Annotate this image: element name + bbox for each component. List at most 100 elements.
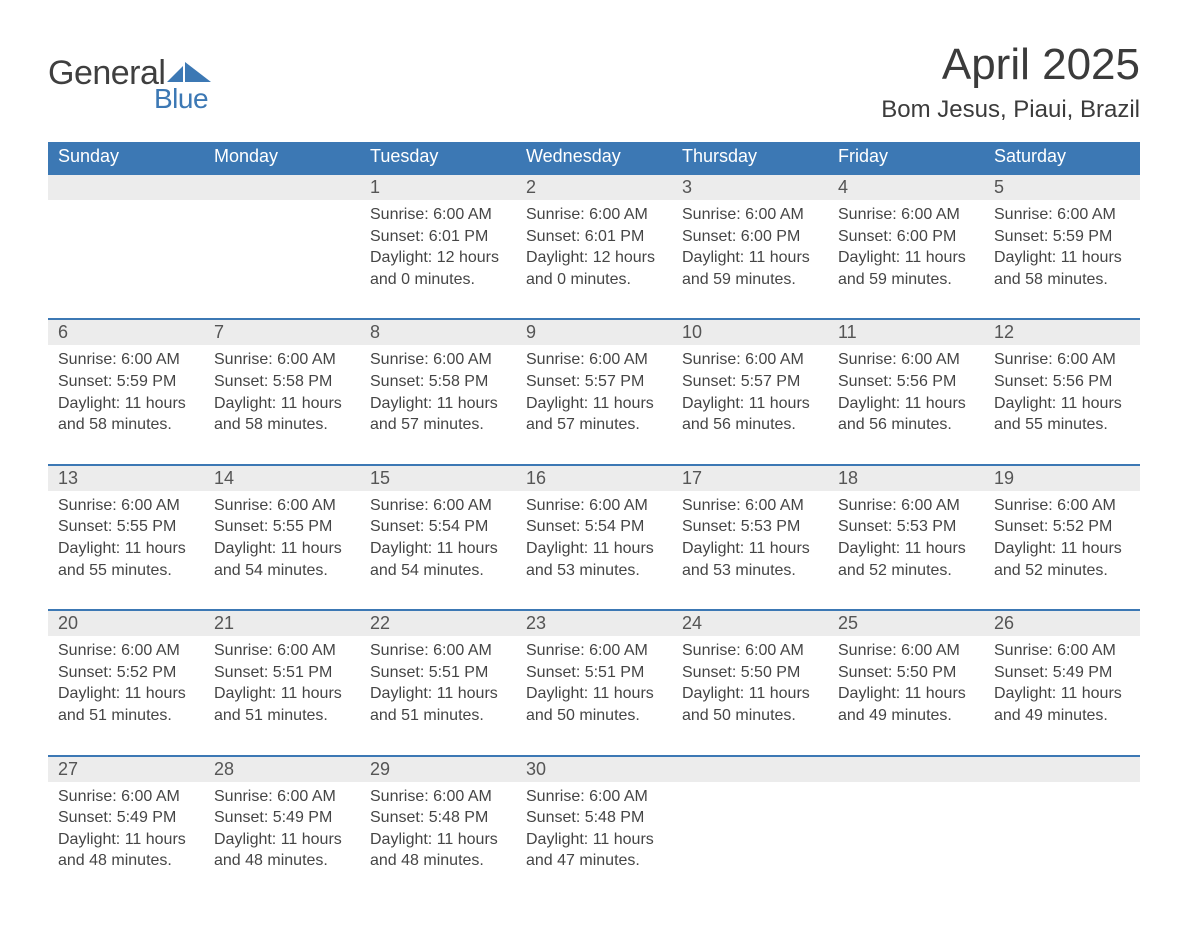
day-number-cell: 20 [48,610,204,636]
day-sunrise: Sunrise: 6:00 AM [214,495,350,517]
day-sunrise: Sunrise: 6:00 AM [682,640,818,662]
day-number-cell: 6 [48,319,204,345]
logo-text-general: General [48,54,165,93]
day-number-cell [48,174,204,200]
day-detail-cell: Sunrise: 6:00 AMSunset: 6:00 PMDaylight:… [828,200,984,319]
day-number-cell: 1 [360,174,516,200]
day-detail-cell: Sunrise: 6:00 AMSunset: 5:53 PMDaylight:… [672,491,828,610]
day-sunrise: Sunrise: 6:00 AM [682,495,818,517]
day-dl1: Daylight: 11 hours [682,683,818,705]
day-dl2: and 57 minutes. [526,414,662,436]
day-sunrise: Sunrise: 6:00 AM [214,349,350,371]
day-number-cell: 26 [984,610,1140,636]
day-dl2: and 57 minutes. [370,414,506,436]
day-detail-cell: Sunrise: 6:00 AMSunset: 5:54 PMDaylight:… [516,491,672,610]
day-sunset: Sunset: 5:50 PM [682,662,818,684]
day-sunrise: Sunrise: 6:00 AM [370,495,506,517]
day-detail-cell: Sunrise: 6:00 AMSunset: 5:58 PMDaylight:… [204,345,360,464]
day-detail-cell: Sunrise: 6:00 AMSunset: 5:50 PMDaylight:… [828,636,984,755]
day-number-cell: 17 [672,465,828,491]
day-sunset: Sunset: 5:54 PM [370,516,506,538]
week-detail-row: Sunrise: 6:00 AMSunset: 5:55 PMDaylight:… [48,491,1140,610]
day-sunset: Sunset: 6:01 PM [370,226,506,248]
day-detail-cell: Sunrise: 6:00 AMSunset: 5:54 PMDaylight:… [360,491,516,610]
day-dl1: Daylight: 11 hours [838,538,974,560]
logo-text-blue: Blue [154,83,208,115]
day-dl1: Daylight: 11 hours [214,538,350,560]
location-subtitle: Bom Jesus, Piaui, Brazil [881,96,1140,124]
day-detail-cell: Sunrise: 6:00 AMSunset: 5:51 PMDaylight:… [204,636,360,755]
day-dl2: and 56 minutes. [682,414,818,436]
day-sunset: Sunset: 5:59 PM [58,371,194,393]
day-dl1: Daylight: 11 hours [370,538,506,560]
day-dl2: and 52 minutes. [994,560,1130,582]
day-sunset: Sunset: 5:58 PM [214,371,350,393]
day-sunset: Sunset: 5:54 PM [526,516,662,538]
day-number-cell: 16 [516,465,672,491]
day-sunrise: Sunrise: 6:00 AM [58,640,194,662]
day-dl1: Daylight: 11 hours [994,393,1130,415]
day-detail-cell [672,782,828,900]
day-number-cell: 24 [672,610,828,636]
day-number-cell: 23 [516,610,672,636]
day-sunset: Sunset: 5:51 PM [370,662,506,684]
day-number-cell: 25 [828,610,984,636]
week-detail-row: Sunrise: 6:00 AMSunset: 5:49 PMDaylight:… [48,782,1140,900]
calendar-table: Sunday Monday Tuesday Wednesday Thursday… [48,142,1140,900]
day-detail-cell: Sunrise: 6:00 AMSunset: 5:51 PMDaylight:… [360,636,516,755]
day-sunrise: Sunrise: 6:00 AM [994,349,1130,371]
day-header: Thursday [672,142,828,174]
day-dl1: Daylight: 11 hours [838,393,974,415]
day-detail-cell: Sunrise: 6:00 AMSunset: 6:00 PMDaylight:… [672,200,828,319]
day-sunrise: Sunrise: 6:00 AM [526,349,662,371]
day-header: Saturday [984,142,1140,174]
day-sunrise: Sunrise: 6:00 AM [58,349,194,371]
day-detail-cell: Sunrise: 6:00 AMSunset: 5:48 PMDaylight:… [360,782,516,900]
day-dl2: and 53 minutes. [526,560,662,582]
day-dl1: Daylight: 11 hours [682,538,818,560]
day-dl2: and 0 minutes. [370,269,506,291]
day-header-row: Sunday Monday Tuesday Wednesday Thursday… [48,142,1140,174]
day-sunrise: Sunrise: 6:00 AM [214,640,350,662]
day-detail-cell: Sunrise: 6:00 AMSunset: 5:57 PMDaylight:… [672,345,828,464]
day-dl1: Daylight: 11 hours [682,247,818,269]
day-sunrise: Sunrise: 6:00 AM [370,204,506,226]
day-detail-cell: Sunrise: 6:00 AMSunset: 5:52 PMDaylight:… [984,491,1140,610]
day-dl1: Daylight: 11 hours [526,393,662,415]
day-dl2: and 50 minutes. [526,705,662,727]
day-dl1: Daylight: 11 hours [994,538,1130,560]
day-dl1: Daylight: 11 hours [214,829,350,851]
day-dl1: Daylight: 11 hours [370,393,506,415]
day-number-cell: 27 [48,756,204,782]
week-number-row: 12345 [48,174,1140,200]
day-sunset: Sunset: 5:55 PM [58,516,194,538]
day-sunset: Sunset: 5:52 PM [994,516,1130,538]
day-dl2: and 58 minutes. [994,269,1130,291]
day-detail-cell: Sunrise: 6:00 AMSunset: 5:58 PMDaylight:… [360,345,516,464]
day-sunrise: Sunrise: 6:00 AM [370,640,506,662]
day-sunrise: Sunrise: 6:00 AM [58,495,194,517]
day-detail-cell: Sunrise: 6:00 AMSunset: 5:49 PMDaylight:… [984,636,1140,755]
day-detail-cell [204,200,360,319]
day-sunset: Sunset: 5:49 PM [994,662,1130,684]
header-block: General Blue April 2025 Bom Jesus, Piaui… [48,40,1140,124]
title-block: April 2025 Bom Jesus, Piaui, Brazil [881,40,1140,124]
week-number-row: 27282930 [48,756,1140,782]
day-sunrise: Sunrise: 6:00 AM [526,640,662,662]
day-sunset: Sunset: 5:48 PM [370,807,506,829]
day-number-cell: 30 [516,756,672,782]
day-detail-cell: Sunrise: 6:00 AMSunset: 5:55 PMDaylight:… [204,491,360,610]
day-dl2: and 48 minutes. [214,850,350,872]
day-number-cell [204,174,360,200]
day-dl1: Daylight: 11 hours [994,247,1130,269]
day-dl1: Daylight: 11 hours [526,829,662,851]
day-number-cell: 28 [204,756,360,782]
day-sunrise: Sunrise: 6:00 AM [58,786,194,808]
month-title: April 2025 [881,40,1140,90]
day-sunrise: Sunrise: 6:00 AM [214,786,350,808]
day-sunset: Sunset: 5:52 PM [58,662,194,684]
day-dl2: and 54 minutes. [370,560,506,582]
day-dl2: and 51 minutes. [370,705,506,727]
day-dl1: Daylight: 11 hours [994,683,1130,705]
day-detail-cell: Sunrise: 6:00 AMSunset: 5:59 PMDaylight:… [48,345,204,464]
